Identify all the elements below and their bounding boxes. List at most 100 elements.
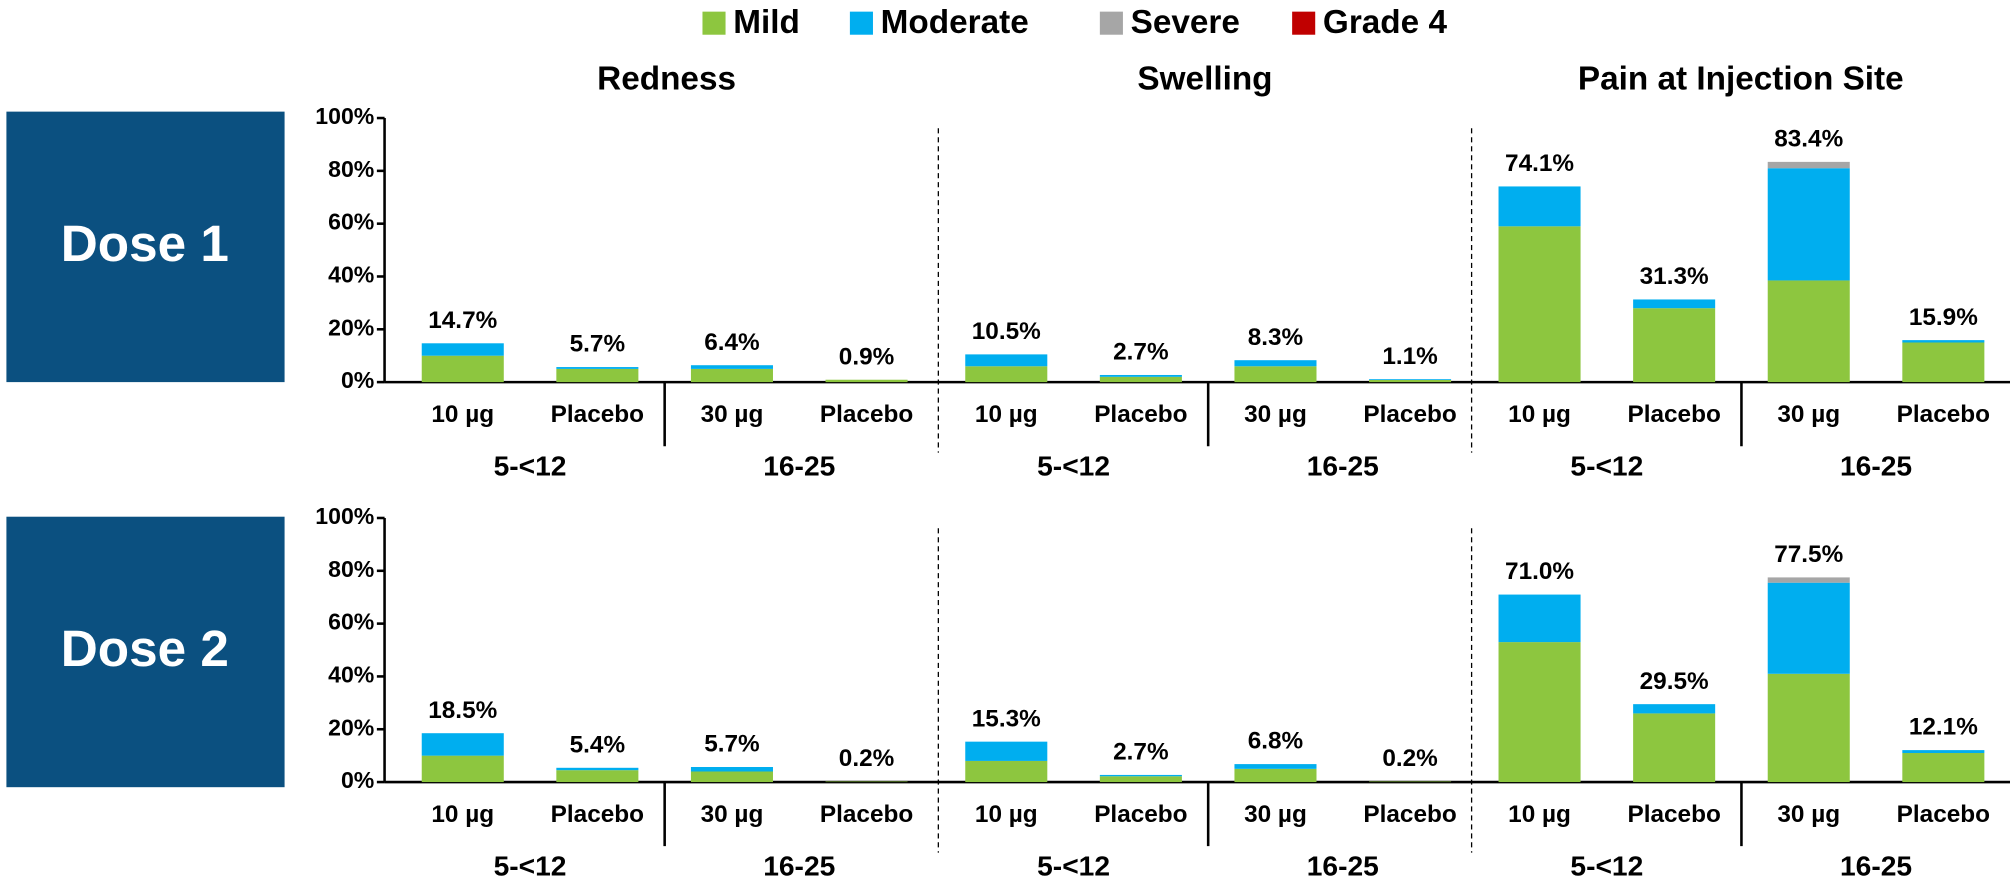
bar-segment	[1369, 379, 1452, 380]
panel-title: Redness	[597, 61, 736, 98]
x-tick-label: Placebo	[820, 801, 913, 828]
x-tick-label: 30 µg	[1244, 801, 1307, 828]
bar-segment	[690, 368, 773, 383]
x-tick-label: 10 µg	[431, 801, 494, 828]
total-label: 14.7%	[428, 307, 497, 334]
bar-segment	[1767, 673, 1850, 783]
y-tick-label: 0%	[341, 767, 374, 793]
x-tick-label: Placebo	[1363, 401, 1456, 428]
y-tick-label: 100%	[315, 503, 374, 529]
group-label: 16-25	[1840, 449, 1912, 481]
panel-title: Swelling	[1137, 61, 1272, 98]
bar-segment	[690, 365, 773, 369]
group-label: 5-<12	[494, 849, 567, 881]
total-label: 31.3%	[1640, 263, 1709, 290]
total-label: 6.4%	[704, 329, 760, 356]
legend-swatch	[1292, 11, 1316, 35]
bar-segment	[1767, 161, 1850, 169]
y-tick-label: 80%	[328, 556, 374, 582]
bar-segment	[1633, 308, 1716, 383]
group-label: 16-25	[1840, 849, 1912, 881]
x-tick-label: Placebo	[1094, 801, 1187, 828]
total-label: 10.5%	[972, 318, 1041, 345]
bar-segment	[1498, 186, 1581, 227]
y-tick-label: 40%	[328, 262, 374, 288]
panel-title: Pain at Injection Site	[1578, 61, 1904, 98]
dose-box	[6, 516, 285, 788]
group-label: 5-<12	[494, 449, 567, 481]
bar-segment	[965, 354, 1048, 367]
total-label: 2.7%	[1113, 339, 1169, 366]
bar-segment	[1234, 764, 1317, 769]
total-label: 74.1%	[1505, 150, 1574, 177]
x-tick-label: 30 µg	[701, 401, 764, 428]
y-tick-label: 0%	[341, 367, 374, 393]
total-label: 15.9%	[1909, 304, 1978, 331]
bar-segment	[965, 760, 1048, 783]
x-tick-label: Placebo	[551, 401, 644, 428]
bar-segment	[1369, 379, 1452, 383]
bar-segment	[421, 343, 504, 356]
bar-segment	[825, 379, 908, 383]
y-tick-label: 60%	[328, 209, 374, 235]
bar-segment	[1902, 340, 1985, 343]
bar-segment	[1099, 774, 1182, 777]
bar-segment	[1633, 299, 1716, 309]
dose-box	[6, 111, 285, 383]
x-tick-label: 10 µg	[1508, 401, 1571, 428]
bar-segment	[965, 741, 1048, 761]
x-tick-label: 30 µg	[1777, 801, 1840, 828]
y-tick-label: 20%	[328, 714, 374, 740]
total-label: 12.1%	[1909, 714, 1978, 741]
bar-segment	[421, 355, 504, 383]
total-label: 29.5%	[1640, 668, 1709, 695]
group-label: 5-<12	[1570, 849, 1643, 881]
legend-label: Moderate	[881, 4, 1029, 41]
legend-swatch	[1099, 11, 1123, 35]
group-label: 5-<12	[1037, 449, 1110, 481]
total-label: 5.4%	[570, 731, 626, 758]
bar-segment	[690, 767, 773, 772]
group-label: 5-<12	[1037, 849, 1110, 881]
x-tick-label: 10 µg	[431, 401, 494, 428]
bar-segment	[1633, 713, 1716, 783]
total-label: 15.3%	[972, 705, 1041, 732]
bar-segment	[1234, 366, 1317, 383]
total-label: 0.9%	[839, 343, 895, 370]
x-tick-label: 30 µg	[1777, 401, 1840, 428]
group-label: 16-25	[763, 449, 835, 481]
legend-swatch	[849, 11, 873, 35]
x-tick-label: 10 µg	[1508, 801, 1571, 828]
bar-segment	[1902, 753, 1985, 783]
total-label: 18.5%	[428, 697, 497, 724]
group-label: 16-25	[1307, 849, 1379, 881]
bar-segment	[1498, 226, 1581, 383]
bar-segment	[1099, 376, 1182, 383]
bar-segment	[1902, 750, 1985, 754]
bar-segment	[556, 368, 639, 383]
bar-segment	[1767, 577, 1850, 583]
bar-segment	[825, 781, 908, 783]
total-label: 77.5%	[1774, 541, 1843, 568]
x-tick-label: Placebo	[1363, 801, 1456, 828]
bar-segment	[965, 366, 1048, 383]
total-label: 83.4%	[1774, 126, 1843, 153]
x-tick-label: 10 µg	[975, 801, 1038, 828]
bar-segment	[1234, 360, 1317, 367]
total-label: 8.3%	[1248, 324, 1304, 351]
x-tick-label: 10 µg	[975, 401, 1038, 428]
dose-label: Dose 2	[61, 620, 229, 677]
bar-segment	[1099, 374, 1182, 377]
y-tick-label: 100%	[315, 103, 374, 129]
x-tick-label: 30 µg	[701, 801, 764, 828]
bar-segment	[1498, 642, 1581, 783]
total-label: 6.8%	[1248, 728, 1304, 755]
x-tick-label: Placebo	[1897, 401, 1990, 428]
total-label: 5.7%	[704, 731, 760, 758]
bar-segment	[1767, 280, 1850, 383]
bar-segment	[556, 367, 639, 369]
total-label: 2.7%	[1113, 739, 1169, 766]
x-tick-label: 30 µg	[1244, 401, 1307, 428]
bar-segment	[690, 771, 773, 783]
